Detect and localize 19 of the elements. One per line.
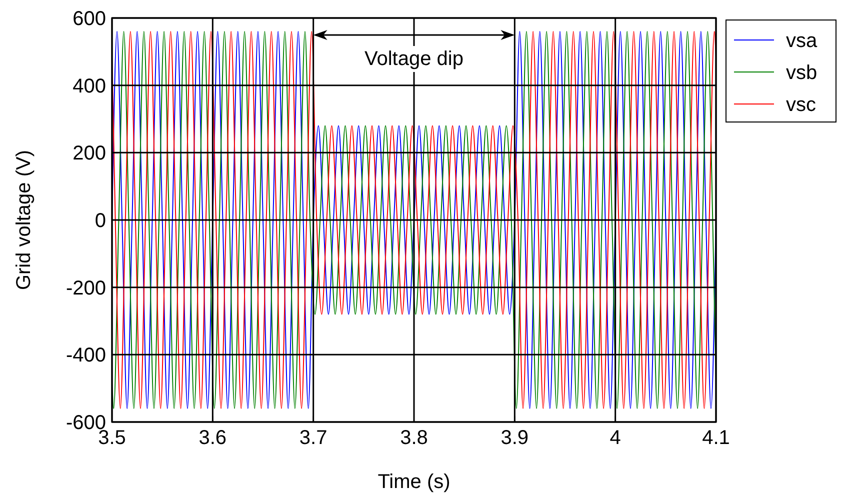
legend-label: vsa [786, 30, 818, 52]
y-axis-title: Grid voltage (V) [13, 150, 35, 290]
x-tick-label: 3.8 [400, 427, 428, 449]
x-tick-label: 4 [610, 427, 621, 449]
y-tick-label: 600 [72, 8, 106, 30]
x-axis-title: Time (s) [378, 471, 450, 493]
x-tick-label: 3.9 [500, 427, 529, 449]
legend-label: vsb [786, 62, 818, 84]
y-tick-label: 400 [72, 75, 106, 98]
x-tick-label: 3.7 [299, 427, 328, 449]
y-tick-label: -400 [66, 344, 106, 367]
y-tick-label: 200 [72, 142, 106, 165]
legend-label: vsc [786, 94, 816, 116]
y-tick-label: -200 [66, 277, 106, 300]
annotation: Voltage dip [364, 48, 464, 70]
x-tick-label: 3.6 [198, 427, 227, 449]
x-tick-label: 4.1 [702, 427, 730, 449]
y-tick-label: 0 [94, 210, 106, 232]
line-series [112, 30, 716, 410]
